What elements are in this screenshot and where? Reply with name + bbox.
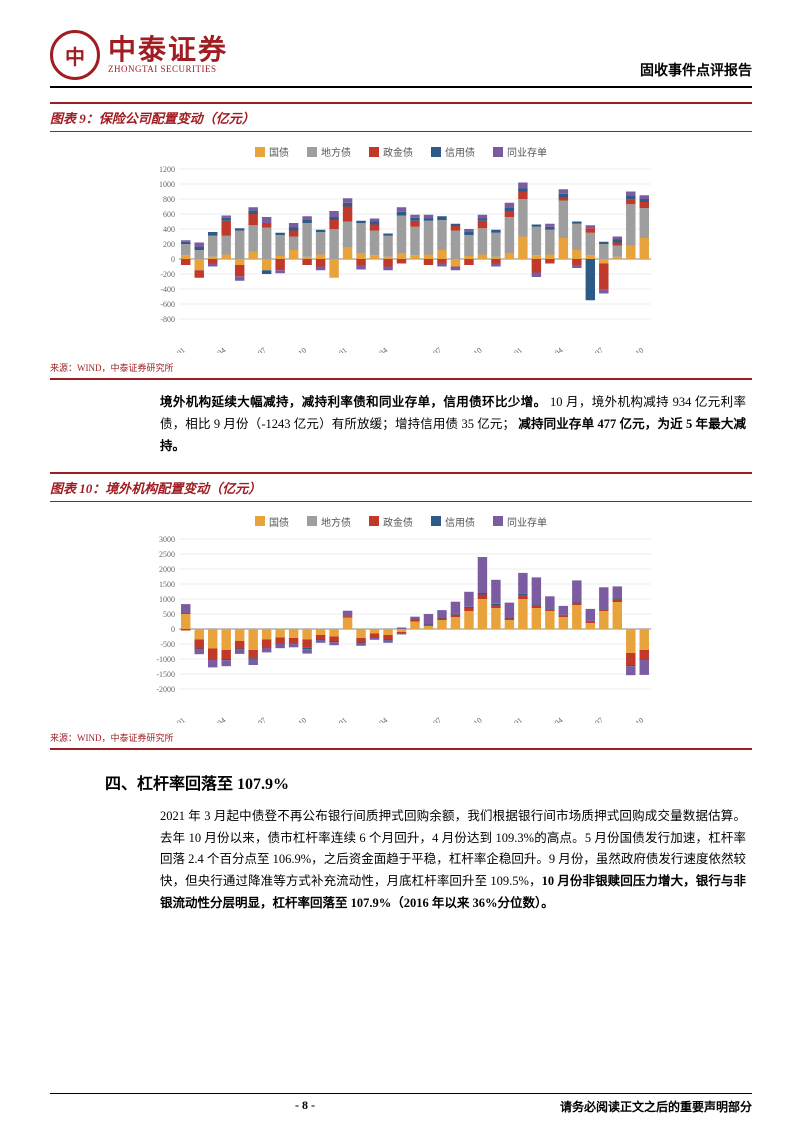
chart9-container: 国债 地方债 政金债 信用债 同业存单 -800 -600 -400 -200 0 200 400 6…	[50, 132, 752, 357]
svg-text:2023-04: 2023-04	[363, 346, 389, 353]
page-number: - 8 -	[295, 1098, 315, 1115]
svg-text:1500: 1500	[159, 580, 175, 589]
svg-text:800: 800	[163, 195, 175, 204]
footer: - 8 - 请务必阅读正文之后的重要声明部分	[50, 1093, 752, 1115]
logo-icon: 中	[50, 30, 100, 80]
chart10-title: 图表 10：境外机构配置变动（亿元）	[50, 472, 752, 502]
svg-text:-800: -800	[160, 315, 175, 324]
svg-text:-500: -500	[160, 640, 175, 649]
svg-text:0: 0	[171, 625, 175, 634]
svg-text:2022-01: 2022-01	[161, 715, 187, 722]
chart10-container: 国债 地方债 政金债 信用债 同业存单 -2000 -1500 -1000 -500 0 500 1…	[50, 502, 752, 727]
svg-text:2023-07: 2023-07	[417, 346, 443, 353]
svg-text:1000: 1000	[159, 180, 175, 189]
svg-text:1200: 1200	[159, 165, 175, 174]
section4-para: 2021 年 3 月起中债登不再公布银行间质押式回购余额，我们根据银行间市场质押…	[50, 806, 752, 915]
svg-text:2024-07: 2024-07	[579, 715, 605, 722]
svg-text:400: 400	[163, 225, 175, 234]
legend-item: 地方债	[307, 514, 351, 529]
svg-text:2500: 2500	[159, 550, 175, 559]
svg-text:2022-04: 2022-04	[201, 715, 227, 722]
legend-item: 同业存单	[493, 514, 547, 529]
para1-bold1: 境外机构延续大幅减持，减持利率债和同业存单，信用债环比少增。	[160, 395, 546, 409]
svg-text:2022-07: 2022-07	[242, 346, 268, 353]
svg-text:-200: -200	[160, 270, 175, 279]
svg-text:500: 500	[163, 610, 175, 619]
svg-text:-600: -600	[160, 300, 175, 309]
svg-text:2023-07: 2023-07	[417, 715, 443, 722]
chart9-svg: -800 -600 -400 -200 0 200 400 600 800 1000 1200 202…	[141, 163, 661, 353]
legend-item: 国债	[255, 144, 289, 159]
svg-text:2024-10: 2024-10	[619, 346, 645, 353]
legend-item: 国债	[255, 514, 289, 529]
svg-text:2022-07: 2022-07	[242, 715, 268, 722]
svg-text:2024-04: 2024-04	[538, 346, 564, 353]
svg-text:3000: 3000	[159, 535, 175, 544]
svg-text:2022-10: 2022-10	[282, 715, 308, 722]
chart9-legend: 国债 地方债 政金债 信用债 同业存单	[255, 144, 547, 159]
logo-block: 中 中泰证券 ZHONGTAI SECURITIES	[50, 30, 228, 80]
para1: 境外机构延续大幅减持，减持利率债和同业存单，信用债环比少增。 10 月，境外机构…	[50, 392, 752, 458]
chart10-legend: 国债 地方债 政金债 信用债 同业存单	[255, 514, 547, 529]
svg-text:-1000: -1000	[156, 655, 175, 664]
section4-heading: 四、杠杆率回落至 107.9%	[105, 770, 752, 794]
logo-text-cn: 中泰证券	[108, 37, 228, 65]
chart10-source: 来源：WIND，中泰证券研究所	[50, 727, 752, 750]
page-header: 中 中泰证券 ZHONGTAI SECURITIES 固收事件点评报告	[50, 30, 752, 88]
svg-text:2022-10: 2022-10	[282, 346, 308, 353]
report-type: 固收事件点评报告	[640, 60, 752, 80]
svg-text:-400: -400	[160, 285, 175, 294]
svg-text:200: 200	[163, 240, 175, 249]
legend-item: 政金债	[369, 514, 413, 529]
chart9-source: 来源：WIND，中泰证券研究所	[50, 357, 752, 380]
svg-text:2024-10: 2024-10	[619, 715, 645, 722]
svg-text:2024-01: 2024-01	[498, 346, 524, 353]
legend-item: 信用债	[431, 144, 475, 159]
svg-text:2022-01: 2022-01	[161, 346, 187, 353]
svg-text:2023-10: 2023-10	[457, 346, 483, 353]
svg-text:2024-04: 2024-04	[538, 715, 564, 722]
svg-text:2024-07: 2024-07	[579, 346, 605, 353]
legend-item: 信用债	[431, 514, 475, 529]
legend-item: 政金债	[369, 144, 413, 159]
svg-text:-2000: -2000	[156, 685, 175, 694]
svg-text:2022-04: 2022-04	[201, 346, 227, 353]
svg-text:2023-01: 2023-01	[323, 346, 349, 353]
legend-item: 地方债	[307, 144, 351, 159]
svg-text:2000: 2000	[159, 565, 175, 574]
svg-text:2024-01: 2024-01	[498, 715, 524, 722]
svg-text:0: 0	[171, 255, 175, 264]
svg-text:2023-10: 2023-10	[457, 715, 483, 722]
svg-text:2023-04: 2023-04	[363, 715, 389, 722]
svg-text:2023-01: 2023-01	[323, 715, 349, 722]
footer-disclaimer: 请务必阅读正文之后的重要声明部分	[560, 1098, 752, 1115]
chart10-svg: -2000 -1500 -1000 -500 0 500 1000 1500 2000 2500 3…	[141, 533, 661, 723]
logo-text-en: ZHONGTAI SECURITIES	[108, 65, 228, 74]
svg-text:600: 600	[163, 210, 175, 219]
svg-text:-1500: -1500	[156, 670, 175, 679]
chart9-title: 图表 9：保险公司配置变动（亿元）	[50, 102, 752, 132]
legend-item: 同业存单	[493, 144, 547, 159]
svg-text:1000: 1000	[159, 595, 175, 604]
